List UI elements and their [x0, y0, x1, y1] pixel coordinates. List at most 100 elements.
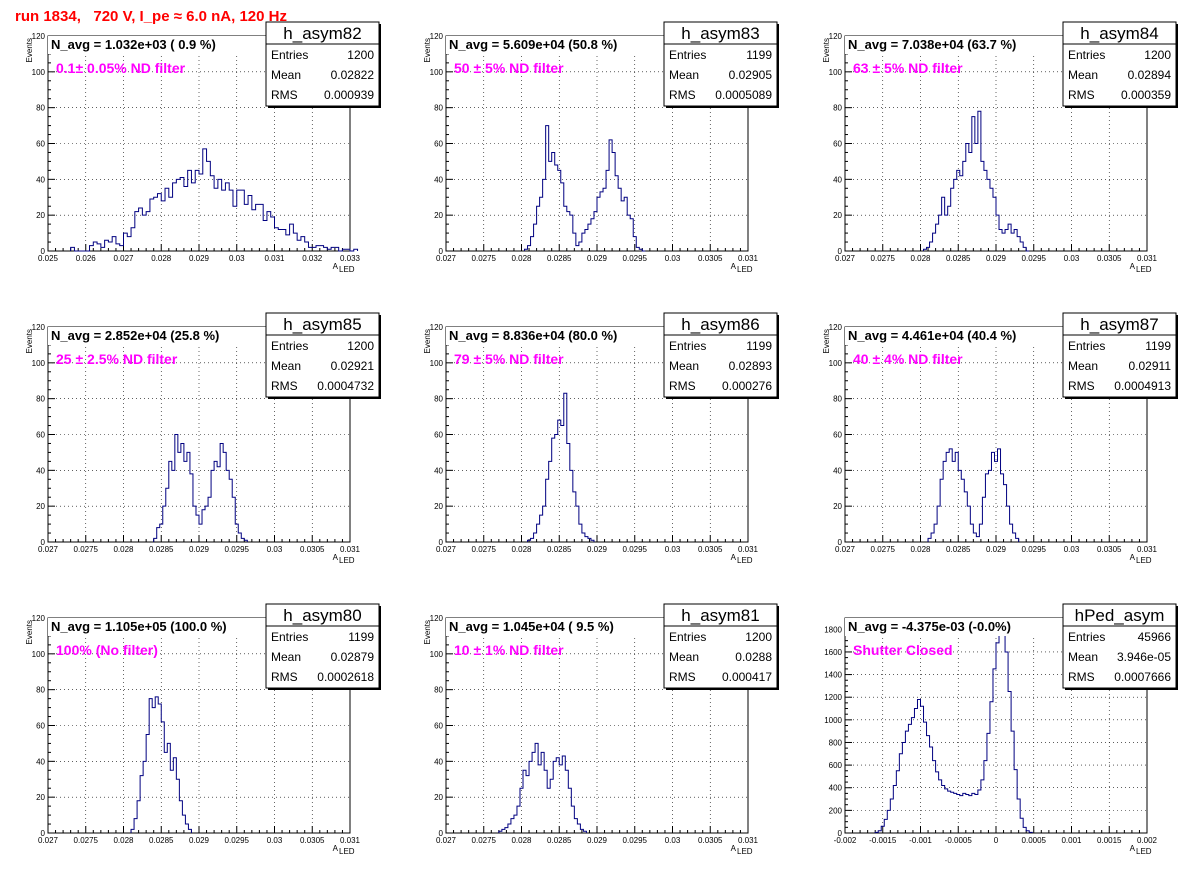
y-axis-title: Events: [822, 329, 831, 353]
x-tick-label: 0.002: [1137, 836, 1158, 845]
y-tick-label: 40: [434, 175, 443, 184]
x-tick-label: 0.0275: [74, 836, 99, 845]
stat-key: RMS: [669, 379, 696, 393]
x-axis-title-subscript: LED: [737, 847, 753, 856]
navg-label: N_avg = 1.032e+03 ( 0.9 %): [51, 37, 216, 52]
stat-value: 1200: [347, 48, 374, 62]
stat-value: 0.0004913: [1114, 379, 1171, 393]
y-tick-label: 100: [829, 359, 843, 368]
y-tick-label: 0: [41, 829, 46, 838]
x-tick-label: 0.03: [1064, 254, 1080, 263]
x-tick-label: 0.029: [587, 545, 608, 554]
x-tick-label: 0.0285: [946, 545, 971, 554]
histogram-panel-h_asym85: 0.027 0.0275 0.028 0.0285 0.029 0.0295 0.03 0.0…: [25, 312, 381, 565]
x-tick-label: 0.027: [436, 254, 457, 263]
histogram-line: [927, 448, 1020, 542]
stat-value: 1199: [348, 630, 374, 644]
x-tick-label: 0.027: [38, 545, 59, 554]
x-tick-label: 0.027: [436, 836, 457, 845]
histogram-line: [527, 392, 595, 542]
x-tick-label: 0.031: [738, 836, 759, 845]
x-tick-label: 0.0305: [698, 545, 723, 554]
filter-label: 10 ± 1% ND filter: [454, 642, 564, 658]
x-tick-label: 0.0295: [1022, 545, 1047, 554]
page-title: run 1834, 720 V, I_pe ≈ 6.0 nA, 120 Hz: [15, 8, 287, 25]
navg-box: [845, 36, 1070, 54]
navg-box: [845, 618, 1070, 636]
x-tick-label: 0.0275: [472, 545, 497, 554]
y-tick-label: 20: [36, 793, 45, 802]
y-tick-label: 100: [32, 650, 46, 659]
stat-value: 0.02879: [331, 650, 375, 664]
y-axis-title: Events: [423, 38, 432, 62]
x-tick-label: 0.027: [113, 254, 134, 263]
x-axis-title-subscript: LED: [737, 556, 753, 565]
histogram-panel-h_asym80: 0.027 0.0275 0.028 0.0285 0.029 0.0295 0.03 0.0…: [25, 603, 381, 856]
y-tick-label: 20: [833, 502, 842, 511]
navg-label: N_avg = -4.375e-03 (-0.0%): [848, 619, 1011, 634]
x-tick-label: 0.0295: [623, 545, 648, 554]
y-tick-label: 60: [434, 431, 443, 440]
histogram-line: [923, 110, 1030, 252]
x-tick-label: 0.001: [1061, 836, 1082, 845]
navg-box: [845, 327, 1070, 345]
stat-key: Mean: [1068, 68, 1098, 82]
y-tick-label: 100: [430, 650, 444, 659]
navg-box: [446, 618, 671, 636]
y-tick-label: 80: [833, 104, 842, 113]
y-axis-title: Events: [423, 329, 432, 353]
x-axis-title-subscript: LED: [339, 847, 355, 856]
x-tick-label: 0.0305: [300, 836, 325, 845]
stat-box-title: h_asym81: [681, 606, 759, 625]
x-tick-label: 0.033: [340, 254, 361, 263]
x-tick-label: 0.029: [986, 545, 1007, 554]
x-tick-label: 0.0305: [698, 254, 723, 263]
filter-label: 0.1± 0.05% ND filter: [56, 60, 186, 76]
stat-value: 45966: [1138, 630, 1172, 644]
x-tick-label: 0.029: [189, 545, 210, 554]
histogram-panel-h_asym87: 0.027 0.0275 0.028 0.0285 0.029 0.0295 0.03 0.0…: [822, 312, 1178, 565]
y-tick-label: 40: [434, 466, 443, 475]
stat-key: Entries: [1068, 339, 1105, 353]
x-tick-label: 0.0285: [946, 254, 971, 263]
x-tick-label: 0.028: [511, 836, 532, 845]
stat-key: Mean: [271, 359, 301, 373]
x-tick-label: 0.026: [76, 254, 97, 263]
stat-value: 1199: [1145, 339, 1171, 353]
x-tick-label: 0.031: [340, 545, 361, 554]
x-tick-label: 0.03: [665, 254, 681, 263]
x-tick-label: 0.0015: [1097, 836, 1122, 845]
stat-box: [265, 312, 380, 398]
stat-key: Mean: [1068, 359, 1098, 373]
histogram-line: [153, 434, 248, 542]
x-tick-label: 0.03: [665, 545, 681, 554]
x-axis-title: A: [1130, 262, 1136, 271]
stat-value: 0.0002618: [317, 670, 374, 684]
histogram-panel-h_asym82: 0.025 0.026 0.027 0.028 0.029 0.03 0.031 0.032 0…: [25, 21, 381, 274]
y-tick-label: 120: [32, 323, 46, 332]
navg-label: N_avg = 1.045e+04 ( 9.5 %): [449, 619, 614, 634]
stat-key: Mean: [669, 359, 699, 373]
stat-key: Mean: [669, 650, 699, 664]
y-axis-title: Events: [25, 329, 34, 353]
y-tick-label: 80: [36, 104, 45, 113]
stat-box-title: h_asym80: [283, 606, 361, 625]
histogram-line: [130, 696, 192, 833]
y-tick-label: 20: [434, 211, 443, 220]
x-tick-label: 0.0295: [225, 545, 250, 554]
stat-box-title: h_asym85: [283, 315, 361, 334]
stat-key: Mean: [1068, 650, 1098, 664]
navg-box: [48, 36, 273, 54]
x-axis-title: A: [333, 844, 339, 853]
x-tick-label: 0.025: [38, 254, 59, 263]
filter-label: 40 ± 4% ND filter: [853, 351, 963, 367]
x-tick-label: 0.0285: [547, 254, 572, 263]
stat-value: 0.02905: [729, 68, 773, 82]
navg-label: N_avg = 2.852e+04 (25.8 %): [51, 328, 219, 343]
stat-value: 0.02893: [729, 359, 773, 373]
filter-label: 63 ± 5% ND filter: [853, 60, 963, 76]
y-tick-label: 40: [833, 466, 842, 475]
stat-value: 0.02894: [1128, 68, 1172, 82]
x-tick-label: 0.028: [511, 254, 532, 263]
x-axis-title-subscript: LED: [339, 556, 355, 565]
